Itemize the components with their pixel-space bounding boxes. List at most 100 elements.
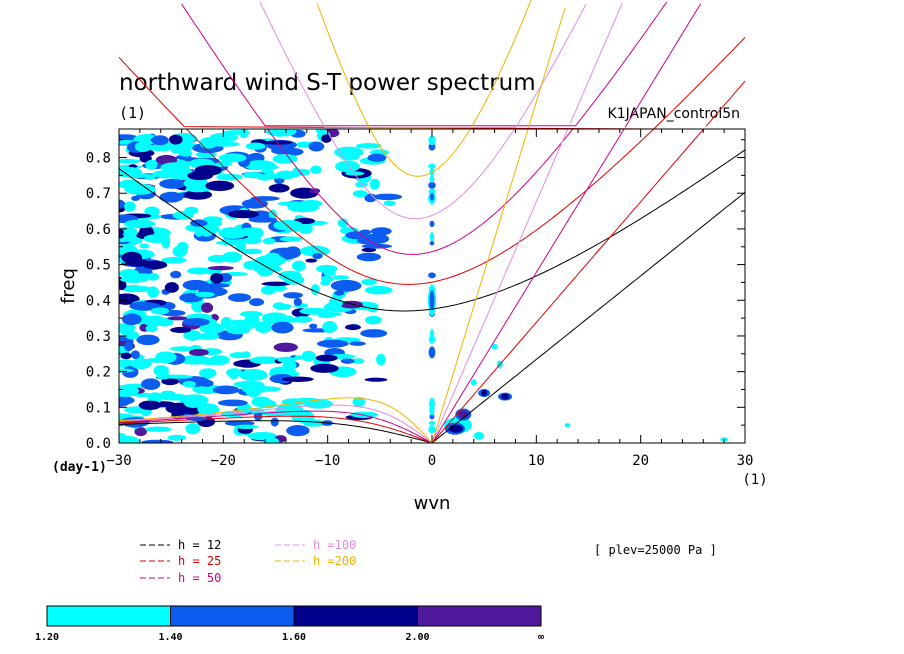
y-units-label: (day-1)	[52, 460, 107, 475]
colorbar-segment	[46, 605, 171, 627]
chart-title: northward wind S-T power spectrum	[119, 70, 536, 96]
contour-patch	[123, 219, 156, 229]
contour-patch	[429, 240, 435, 246]
contour-patch	[144, 426, 172, 432]
contour-patch	[209, 132, 239, 143]
contour-patch	[244, 314, 260, 326]
contour-patch	[124, 201, 136, 212]
dispersion-legend: h = 12 h = 25 h = 50 h =100 h =200	[140, 538, 356, 585]
contour-patch	[272, 154, 298, 164]
contour-patch	[365, 315, 382, 325]
contour-patch	[120, 173, 152, 178]
contour-patch	[310, 363, 339, 373]
contour-patch	[119, 134, 138, 140]
contour-patch	[428, 163, 436, 169]
contour-patch	[229, 352, 248, 359]
dispersion-curve	[325, 129, 516, 220]
x-tick-label: −20	[211, 453, 236, 469]
x-tick-label: 10	[528, 453, 545, 469]
contour-patch	[299, 245, 331, 257]
contour-patch	[203, 216, 223, 223]
contour-patch	[257, 173, 285, 179]
contour-patch	[216, 173, 243, 181]
contour-patch	[339, 152, 360, 161]
contour-patch	[301, 350, 316, 362]
dispersion-curve	[181, 1, 668, 127]
contour-patch	[352, 396, 366, 408]
contour-patch	[152, 170, 184, 179]
contour-patch	[316, 339, 349, 348]
contour-patch	[259, 164, 279, 170]
contour-patch	[134, 427, 147, 437]
contour-patch	[308, 141, 325, 152]
contour-patch	[183, 396, 204, 409]
contour-patch	[172, 211, 194, 220]
y-axis-label: freq	[58, 268, 79, 304]
contour-patch	[277, 356, 297, 363]
contour-patch	[308, 323, 318, 329]
contour-patch	[182, 380, 196, 388]
contour-patch	[220, 316, 232, 329]
contour-patch	[227, 210, 260, 219]
contour-patch	[207, 254, 229, 263]
contour-patch	[129, 301, 156, 311]
contour-patch	[361, 247, 377, 253]
contour-patch	[316, 264, 338, 273]
contour-patch	[312, 252, 323, 260]
contour-patch	[212, 385, 240, 395]
y-tick-label: 0.0	[86, 436, 111, 452]
contour-patch	[205, 180, 235, 192]
contour-patch	[263, 437, 280, 443]
contour-patch	[136, 334, 160, 346]
contour-patch	[283, 275, 305, 285]
colorbar-segment	[417, 605, 542, 627]
contour-patch	[367, 153, 387, 162]
contour-patch	[124, 183, 156, 195]
contour-patch	[119, 269, 140, 279]
contour-patch	[169, 134, 183, 145]
contour-patch	[284, 246, 302, 259]
contour-patch	[340, 358, 355, 364]
contour-patch	[428, 425, 436, 434]
legend-label: h =100	[313, 538, 356, 552]
contour-patch	[364, 193, 377, 203]
contour-patch	[128, 237, 143, 244]
contour-patch	[335, 160, 360, 173]
contour-patch	[428, 135, 436, 146]
dispersion-curve	[119, 149, 745, 312]
contour-patch	[429, 290, 435, 311]
contour-patch	[170, 326, 192, 333]
dispersion-curve	[118, 37, 746, 130]
contour-patch	[143, 234, 171, 244]
contour-patch	[272, 303, 292, 309]
contour-patch	[182, 279, 210, 291]
contour-patch	[428, 335, 436, 344]
contour-patch	[255, 255, 286, 267]
x-tick-label: −10	[315, 453, 340, 469]
contour-patch	[119, 385, 140, 397]
contour-patch	[361, 243, 393, 249]
contour-patch	[254, 321, 273, 334]
contour-patch	[458, 410, 469, 419]
contour-patch	[131, 195, 141, 201]
contour-patch	[429, 175, 435, 183]
contour-patch	[369, 178, 380, 190]
contour-patch	[197, 403, 220, 416]
contour-patch	[176, 241, 189, 252]
colorbar-label: 1.20	[35, 632, 59, 643]
contour-patch	[147, 286, 160, 298]
contour-patch	[124, 286, 154, 293]
contour-patch	[147, 272, 160, 281]
contour-patch	[345, 324, 361, 331]
pressure-annotation: [ plev=25000 Pa ]	[594, 543, 717, 557]
contour-patch	[154, 351, 177, 364]
contour-patch	[370, 227, 392, 236]
contour-patch	[299, 199, 323, 208]
contour-patch	[245, 142, 266, 150]
contour-patch	[170, 270, 182, 279]
contour-patch	[429, 397, 435, 410]
contour-patch	[383, 200, 396, 207]
x-tick-label: 0	[428, 453, 436, 469]
contour-patch	[178, 149, 193, 157]
chart-subtitle-right: K1JAPAN_control5n	[608, 106, 740, 122]
